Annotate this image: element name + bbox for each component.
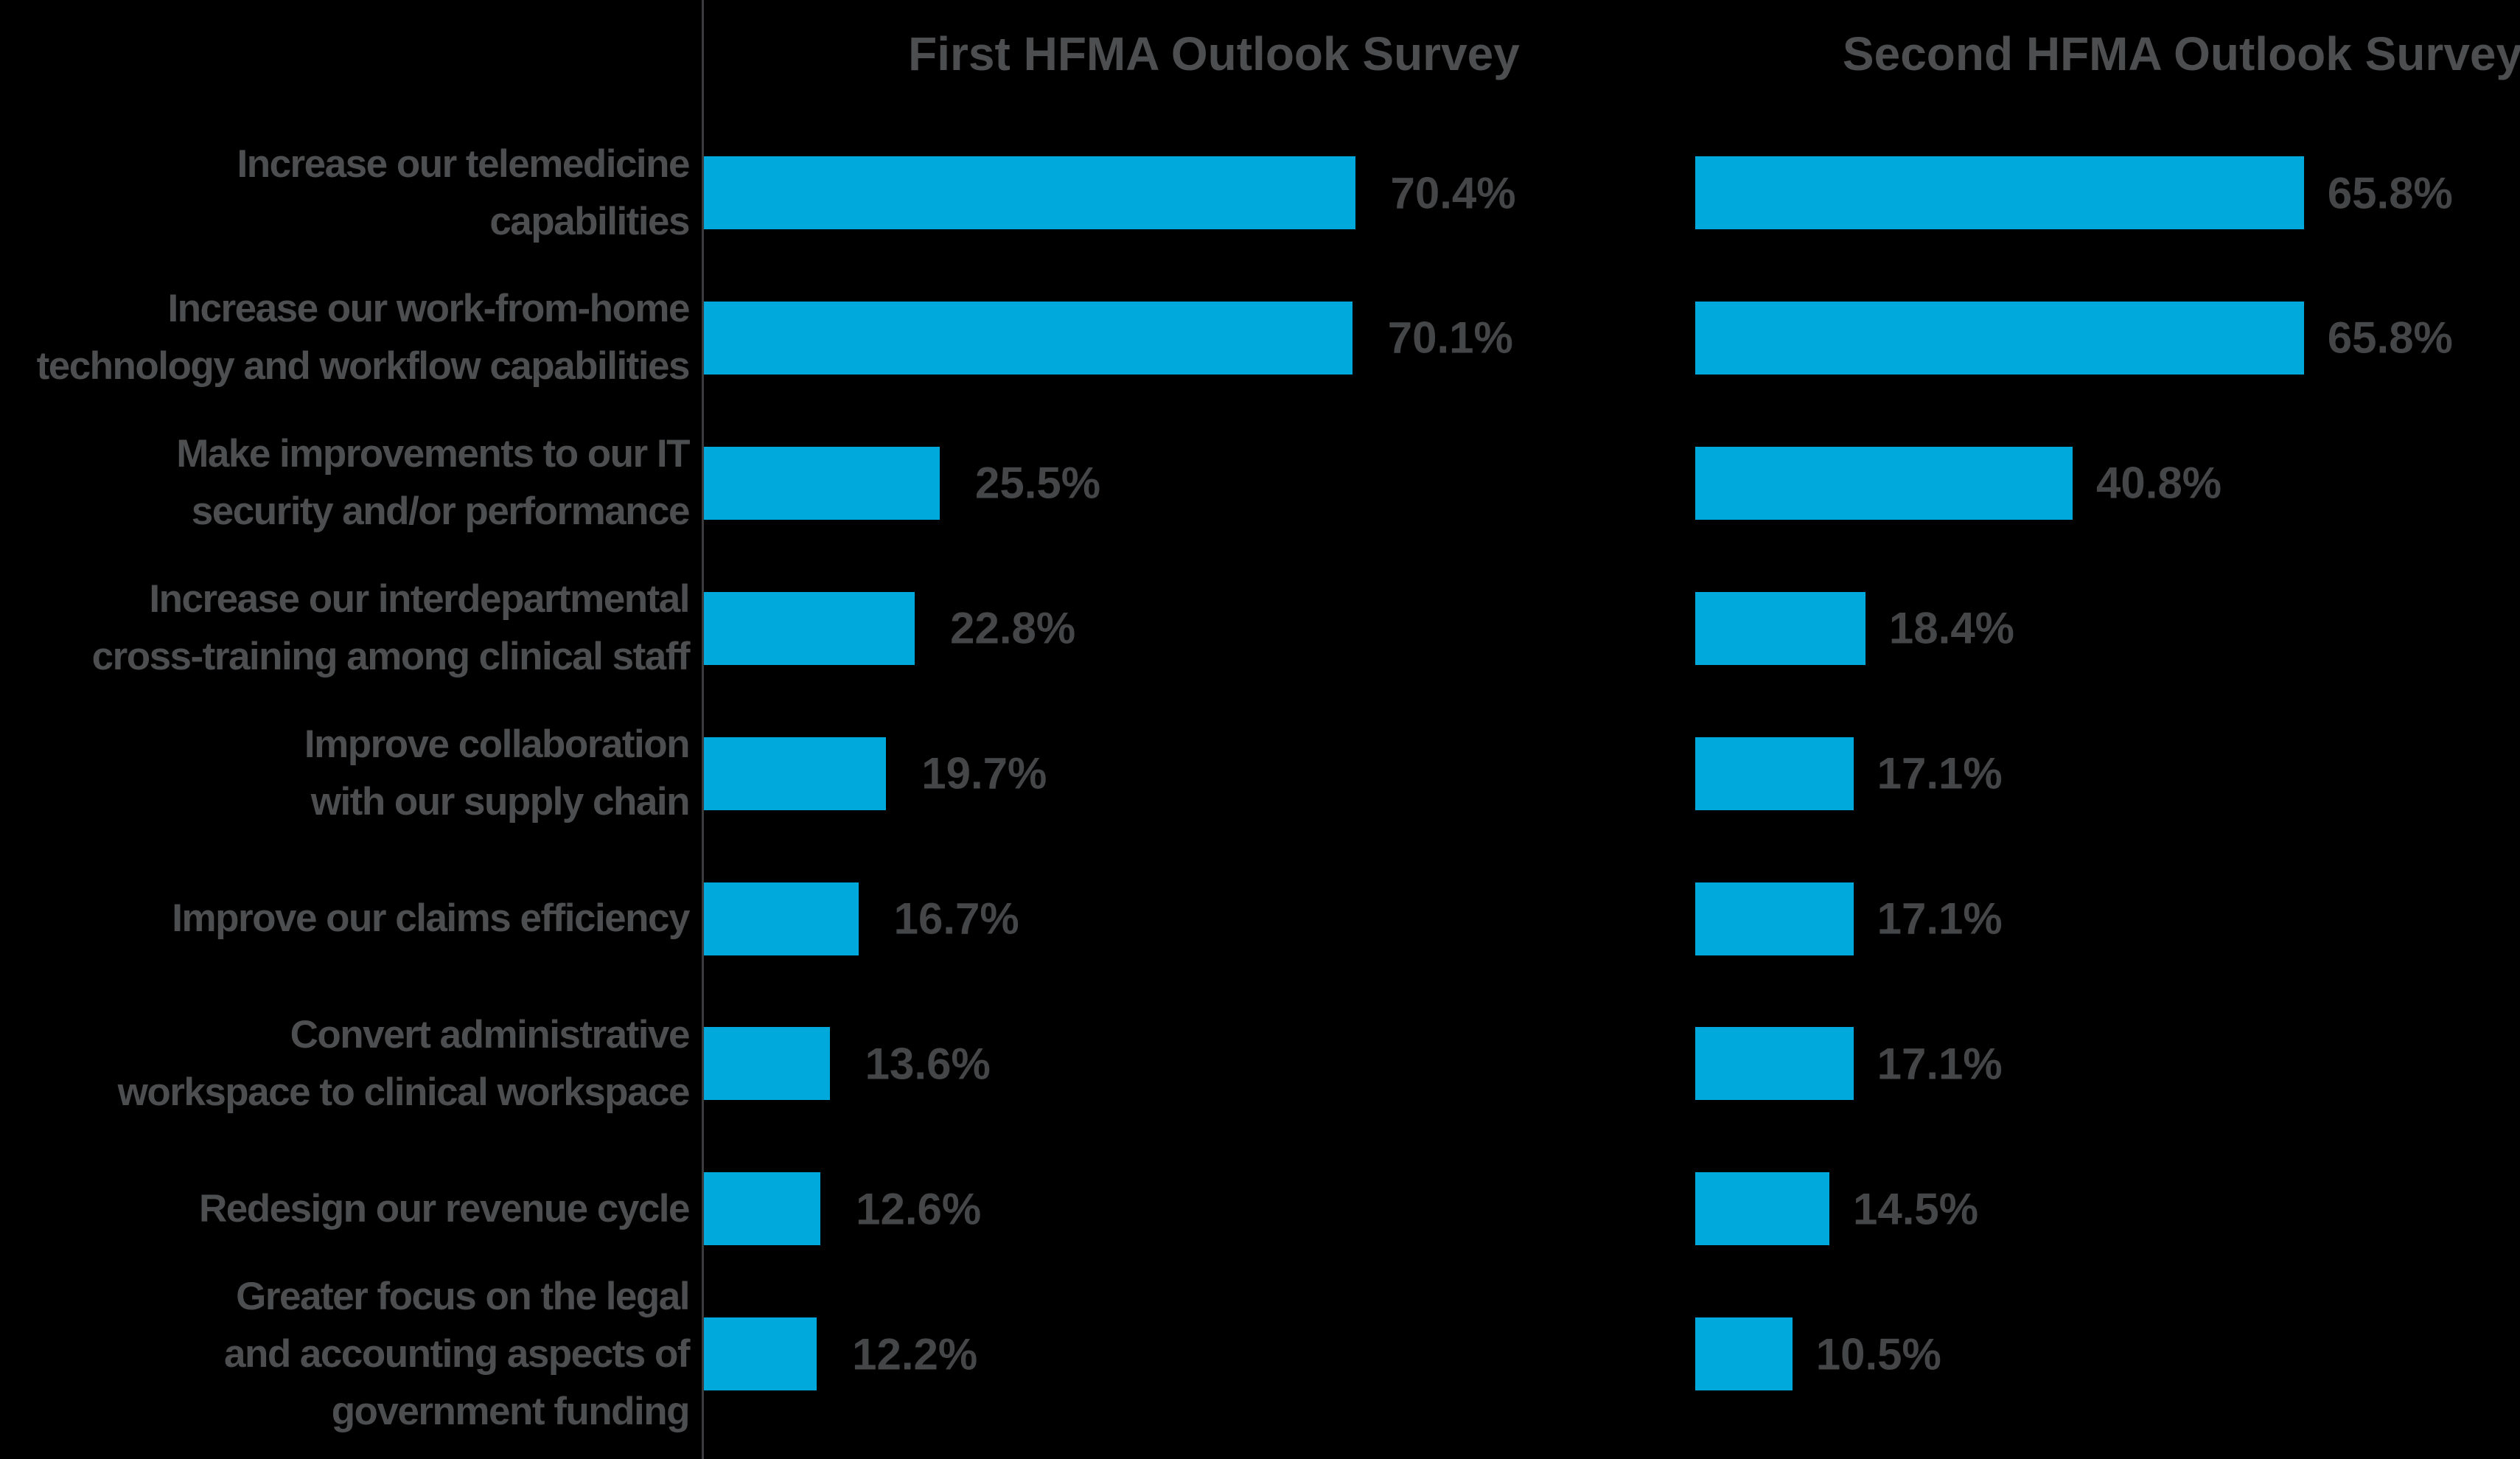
bar-second-survey — [1695, 446, 2073, 520]
chart-row: Improve our claims efficiency 16.7% 17.1… — [0, 882, 2520, 955]
bar-second-survey — [1695, 737, 1854, 810]
value-label-second-survey: 65.8% — [2327, 168, 2453, 217]
bar-first-survey — [704, 591, 915, 665]
value-label-second-survey: 18.4% — [1888, 603, 2015, 653]
chart-row: Redesign our revenue cycle 12.6% 14.5% — [0, 1172, 2520, 1246]
bar-first-survey — [704, 882, 859, 955]
category-axis-line — [702, 0, 704, 1459]
category-label: Increase our work-from-home technology a… — [36, 287, 691, 389]
bar-first-survey — [704, 156, 1355, 229]
value-label-second-survey: 14.5% — [1852, 1184, 1979, 1234]
category-label: Greater focus on the legal and accountin… — [223, 1274, 691, 1433]
category-label: Convert administrative workspace to clin… — [117, 1012, 691, 1114]
chart-row: Increase our work-from-home technology a… — [0, 287, 2520, 388]
category-label: Increase our interdepartmental cross-tra… — [91, 577, 691, 679]
chart-row: Make improvements to our IT security and… — [0, 432, 2520, 533]
column-header-second-survey: Second HFMA Outlook Survey — [1842, 27, 2520, 80]
bar-first-survey — [704, 1317, 817, 1391]
category-label: Redesign our revenue cycle — [198, 1186, 691, 1230]
chart-row: Greater focus on the legal and accountin… — [0, 1275, 2520, 1433]
value-label-first-survey: 16.7% — [893, 894, 1019, 944]
bar-first-survey — [704, 301, 1353, 375]
chart-row: Increase our telemedicine capabilities 7… — [0, 142, 2520, 243]
bar-first-survey — [704, 737, 887, 810]
bar-second-survey — [1695, 156, 2304, 229]
bar-second-survey — [1695, 301, 2304, 375]
value-label-second-survey: 17.1% — [1877, 894, 2003, 944]
bar-second-survey — [1695, 1172, 1829, 1246]
value-label-second-survey: 17.1% — [1877, 1039, 2003, 1089]
value-label-second-survey: 40.8% — [2096, 458, 2222, 508]
bar-second-survey — [1695, 1027, 1854, 1101]
bar-second-survey — [1695, 882, 1854, 955]
value-label-second-survey: 65.8% — [2327, 313, 2453, 363]
value-label-first-survey: 25.5% — [975, 458, 1101, 508]
bar-second-survey — [1695, 591, 1865, 665]
value-label-first-survey: 19.7% — [921, 748, 1047, 798]
bar-first-survey — [704, 446, 940, 520]
value-label-first-survey: 13.6% — [865, 1039, 991, 1089]
bar-second-survey — [1695, 1317, 1793, 1391]
chart-row: Improve collaboration with our supply ch… — [0, 722, 2520, 823]
category-label: Improve collaboration with our supply ch… — [304, 722, 691, 824]
chart-row: Convert administrative workspace to clin… — [0, 1013, 2520, 1114]
category-label: Make improvements to our IT security and… — [176, 432, 690, 534]
value-label-first-survey: 12.2% — [852, 1329, 978, 1379]
bar-first-survey — [704, 1027, 830, 1101]
value-label-first-survey: 22.8% — [950, 603, 1076, 653]
category-label: Improve our claims efficiency — [172, 896, 690, 940]
value-label-second-survey: 10.5% — [1815, 1329, 1941, 1379]
category-label: Increase our telemedicine capabilities — [237, 142, 690, 243]
value-label-first-survey: 12.6% — [856, 1184, 982, 1234]
value-label-first-survey: 70.4% — [1390, 168, 1516, 217]
value-label-second-survey: 17.1% — [1877, 748, 2003, 798]
column-header-first-survey: First HFMA Outlook Survey — [908, 27, 1520, 80]
bar-first-survey — [704, 1172, 821, 1246]
value-label-first-survey: 70.1% — [1387, 313, 1513, 363]
chart-row: Increase our interdepartmental cross-tra… — [0, 577, 2520, 678]
